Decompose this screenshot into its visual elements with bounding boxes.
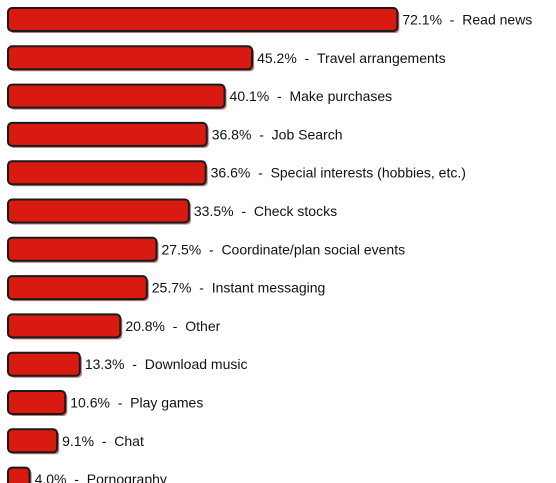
- bar-coordinate-plan-social-events: [7, 236, 158, 262]
- category-label: Coordinate/plan social events: [221, 241, 405, 257]
- bar-play-games: [7, 390, 67, 415]
- bar-download-music: [7, 351, 81, 377]
- value-label: 25.7%: [152, 280, 192, 296]
- value-label: 9.1%: [62, 433, 94, 449]
- category-label: Other: [185, 318, 220, 334]
- label-separator: -: [201, 241, 221, 257]
- value-label: 33.5%: [194, 203, 234, 219]
- bar-other: [7, 313, 122, 339]
- category-label: Pornography: [87, 471, 167, 483]
- category-label: Chat: [114, 433, 144, 449]
- bar-label-make-purchases: 40.1% - Make purchases: [230, 88, 393, 104]
- category-label: Play games: [130, 395, 203, 411]
- value-label: 36.8%: [212, 126, 252, 142]
- label-separator: -: [442, 12, 462, 28]
- label-separator: -: [125, 356, 145, 372]
- bar-label-pornography: 4.0% - Pornography: [35, 471, 167, 483]
- category-label: Make purchases: [289, 88, 392, 104]
- label-separator: -: [191, 280, 211, 296]
- label-separator: -: [269, 88, 289, 104]
- value-label: 20.8%: [125, 318, 165, 334]
- bar-label-job-search: 36.8% - Job Search: [212, 126, 343, 142]
- category-label: Special interests (hobbies, etc.): [271, 165, 466, 181]
- bar-label-other: 20.8% - Other: [125, 318, 220, 334]
- value-label: 10.6%: [70, 395, 110, 411]
- label-separator: -: [94, 433, 114, 449]
- label-separator: -: [165, 318, 185, 334]
- bar-label-chat: 9.1% - Chat: [62, 433, 144, 449]
- label-separator: -: [67, 471, 87, 483]
- bar-job-search: [7, 121, 208, 147]
- value-label: 45.2%: [257, 50, 297, 66]
- label-separator: -: [251, 126, 271, 142]
- bar-special-interests-hobbies-etc: [7, 160, 207, 186]
- bar-label-special-interests-hobbies-etc: 36.6% - Special interests (hobbies, etc.…: [211, 165, 466, 181]
- label-separator: -: [297, 50, 317, 66]
- labels-group: 72.1% - Read news 45.2% - Travel arrangem…: [35, 12, 533, 483]
- value-label: 27.5%: [162, 241, 202, 257]
- category-label: Job Search: [272, 126, 343, 142]
- bar-read-news: [7, 7, 399, 32]
- category-label: Travel arrangements: [317, 50, 446, 66]
- bars-group: [7, 7, 400, 483]
- bar-label-travel-arrangements: 45.2% - Travel arrangements: [257, 50, 446, 66]
- value-label: 36.6%: [211, 165, 251, 181]
- label-separator: -: [234, 203, 254, 219]
- label-separator: -: [250, 165, 270, 181]
- bar-label-instant-messaging: 25.7% - Instant messaging: [152, 280, 326, 296]
- category-label: Read news: [462, 12, 532, 28]
- bar-travel-arrangements: [7, 45, 254, 71]
- bar-chat: [7, 428, 59, 454]
- bar-pornography: [7, 466, 31, 483]
- category-label: Download music: [145, 356, 248, 372]
- value-label: 40.1%: [230, 88, 270, 104]
- category-label: Check stocks: [254, 203, 337, 219]
- bar-instant-messaging: [7, 275, 148, 301]
- value-label: 72.1%: [402, 12, 442, 28]
- value-label: 13.3%: [85, 356, 125, 372]
- bar-label-play-games: 10.6% - Play games: [70, 395, 203, 411]
- value-label: 4.0%: [35, 471, 67, 483]
- label-separator: -: [110, 395, 130, 411]
- bar-label-coordinate-plan-social-events: 27.5% - Coordinate/plan social events: [162, 241, 406, 257]
- category-label: Instant messaging: [212, 280, 326, 296]
- bar-check-stocks: [7, 198, 190, 224]
- bar-label-download-music: 13.3% - Download music: [85, 356, 248, 372]
- bar-label-check-stocks: 33.5% - Check stocks: [194, 203, 337, 219]
- bar-make-purchases: [7, 83, 226, 109]
- bar-label-read-news: 72.1% - Read news: [402, 12, 532, 28]
